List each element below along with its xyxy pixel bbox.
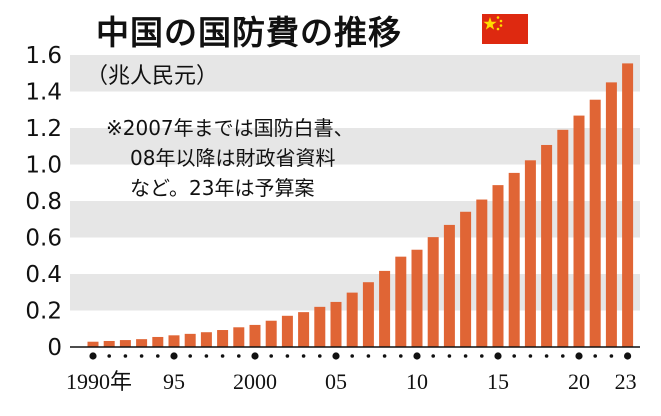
x-tick-dot <box>107 354 111 358</box>
y-tick-label: 0.8 <box>25 189 62 215</box>
note-line-2: 08年以降は財政省資料 <box>130 146 336 170</box>
y-tick-label: 1.0 <box>25 153 62 179</box>
x-tick-dot <box>593 354 597 358</box>
x-tick-dot <box>170 352 178 360</box>
x-tick-dot <box>139 354 144 358</box>
bar <box>411 249 423 347</box>
y-tick-label: 1.4 <box>25 80 62 106</box>
x-tick-dot <box>463 354 468 358</box>
bar <box>460 211 472 347</box>
bars <box>87 63 634 348</box>
x-tick-label: 20 <box>568 369 590 394</box>
x-tick-dot <box>431 354 436 358</box>
x-tick-dot <box>269 354 274 358</box>
bar <box>265 320 277 347</box>
bar <box>443 224 455 347</box>
bar <box>573 115 585 347</box>
bar <box>492 185 504 347</box>
y-tick-label: 0.4 <box>25 262 62 288</box>
bar <box>119 340 131 347</box>
x-tick-label: 15 <box>487 369 509 394</box>
x-tick-dot <box>251 352 259 360</box>
bar <box>605 82 617 347</box>
bar <box>314 306 326 347</box>
x-tick-dot <box>350 354 355 358</box>
x-tick-dot <box>561 354 565 358</box>
bar <box>524 160 536 347</box>
x-tick-label: 23 <box>615 369 637 394</box>
bar <box>217 330 229 347</box>
x-tick-dot <box>480 354 484 358</box>
note-line-1: ※2007年までは国防白書、 <box>106 116 354 140</box>
x-tick-dot <box>494 352 502 360</box>
y-tick-label: 0 <box>47 335 62 361</box>
x-tick-label: 2000 <box>233 369 277 394</box>
bar <box>200 332 212 347</box>
chart-title: 中国の国防費の推移 <box>96 13 402 52</box>
bar <box>330 301 342 347</box>
x-tick-dot <box>285 354 290 358</box>
x-tick-dot <box>123 354 128 358</box>
grid-band <box>70 201 640 238</box>
x-tick-dot <box>447 354 452 358</box>
bar <box>103 340 115 347</box>
y-tick-label: 1.2 <box>25 116 62 142</box>
grid-band <box>70 55 640 92</box>
x-tick-dot <box>399 354 403 358</box>
y-tick-label: 0.2 <box>25 299 62 325</box>
bar <box>476 199 488 347</box>
bar <box>184 333 196 347</box>
bar <box>136 339 148 347</box>
x-tick-dot <box>89 352 97 360</box>
x-tick-label: 95 <box>163 369 185 394</box>
x-tick-label: 10 <box>406 369 428 394</box>
x-tick-dot <box>413 352 421 360</box>
bar <box>87 341 99 347</box>
x-tick-dot <box>332 352 340 360</box>
x-tick-dot <box>609 354 614 358</box>
bar <box>395 256 407 347</box>
bar <box>622 63 634 348</box>
bar <box>557 129 569 347</box>
x-tick-dot <box>237 354 241 358</box>
bar <box>298 312 310 347</box>
x-tick-dot <box>220 354 225 358</box>
note-line-3: など。23年は予算案 <box>130 176 315 200</box>
x-tick-dot <box>301 354 306 358</box>
x-tick-dot <box>156 354 160 358</box>
bar <box>281 315 293 347</box>
x-tick-dot <box>512 354 516 358</box>
china-flag-icon <box>482 14 528 44</box>
y-tick-labels: 0 0.2 0.4 0.6 0.8 1.0 1.2 1.4 1.6 <box>25 43 62 361</box>
bar <box>379 270 391 347</box>
bar <box>508 172 520 347</box>
bar <box>168 335 180 347</box>
x-tick-dot <box>575 352 583 360</box>
bar <box>152 336 164 347</box>
x-tick-dots <box>89 352 632 360</box>
x-tick-dot <box>382 354 387 358</box>
x-tick-dot <box>318 354 322 358</box>
x-tick-dot <box>188 354 192 358</box>
bar <box>589 99 601 348</box>
x-tick-labels: 1990年 95 2000 05 10 15 20 23 <box>66 369 637 394</box>
bar <box>249 324 261 347</box>
x-tick-label: 1990年 <box>66 369 132 394</box>
x-tick-dot <box>528 354 533 358</box>
bar <box>541 144 553 347</box>
y-tick-label: 1.6 <box>25 43 62 69</box>
bar <box>346 292 358 347</box>
x-tick-dot <box>366 354 371 358</box>
x-tick-dot <box>204 354 209 358</box>
unit-label: （兆人民元） <box>86 64 219 89</box>
x-tick-label: 05 <box>325 369 347 394</box>
bar <box>362 282 374 347</box>
x-tick-dot <box>544 354 549 358</box>
bar <box>233 327 245 347</box>
y-tick-label: 0.6 <box>25 226 62 252</box>
bar <box>427 237 439 347</box>
x-tick-dot <box>624 352 632 360</box>
